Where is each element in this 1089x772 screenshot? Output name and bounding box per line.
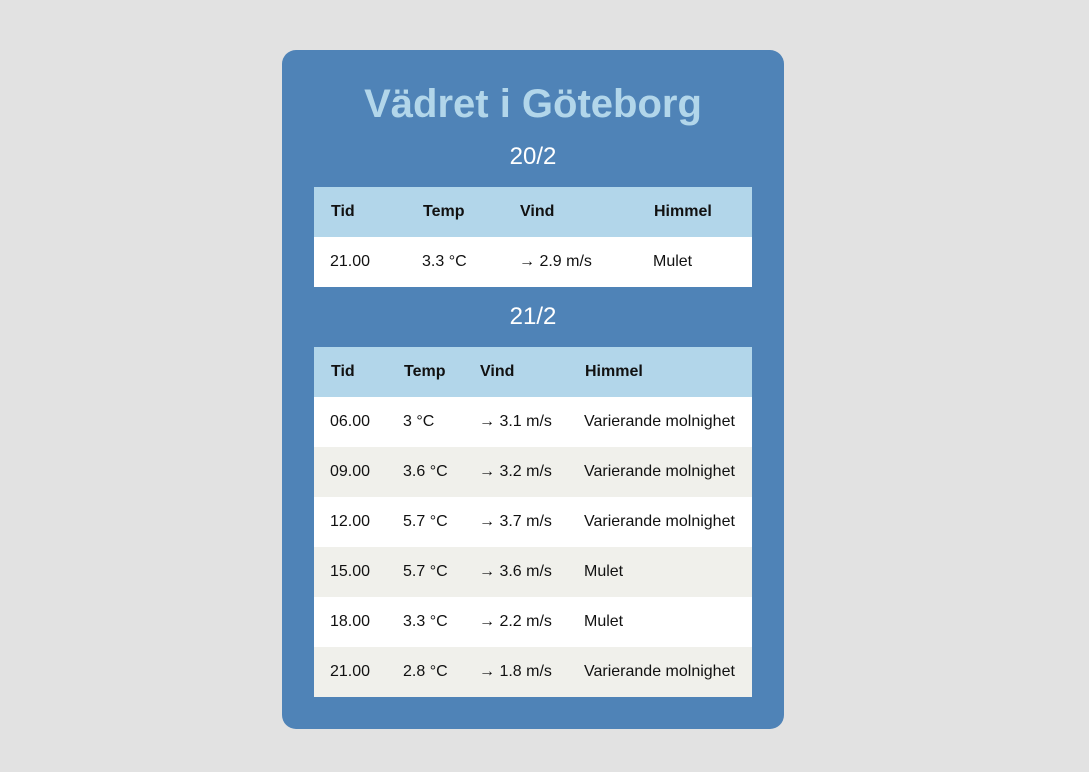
cell-time: 21.00: [314, 647, 387, 697]
forecast-table-20-2: Tid Temp Vind Himmel 21.00 3.3 °C → 2.9 …: [314, 187, 752, 287]
cell-temp: 2.8 °C: [387, 647, 463, 697]
forecast-table-21-2: Tid Temp Vind Himmel 06.00 3 °C → 3.1 m/…: [314, 347, 752, 697]
day-heading-20-2: 20/2: [509, 143, 557, 170]
cell-wind: → 3.6 m/s: [463, 547, 568, 597]
table-row: 06.00 3 °C → 3.1 m/s Varierande molnighe…: [314, 397, 752, 447]
cell-sky: Varierande molnighet: [568, 397, 752, 447]
cell-wind: → 2.2 m/s: [463, 597, 568, 647]
cell-sky: Mulet: [568, 597, 752, 647]
table-header-row: Tid Temp Vind Himmel: [314, 347, 752, 397]
cell-sky: Mulet: [637, 237, 752, 287]
table-row: 12.00 5.7 °C → 3.7 m/s Varierande molnig…: [314, 497, 752, 547]
page-title: Vädret i Göteborg: [364, 82, 702, 126]
cell-wind: → 1.8 m/s: [463, 647, 568, 697]
column-header-time: Tid: [314, 347, 387, 397]
column-header-wind: Vind: [503, 187, 637, 237]
cell-temp: 5.7 °C: [387, 497, 463, 547]
column-header-time: Tid: [314, 187, 406, 237]
table-row: 21.00 2.8 °C → 1.8 m/s Varierande molnig…: [314, 647, 752, 697]
table-row: 15.00 5.7 °C → 3.6 m/s Mulet: [314, 547, 752, 597]
cell-wind: → 3.7 m/s: [463, 497, 568, 547]
cell-sky: Varierande molnighet: [568, 497, 752, 547]
cell-sky: Varierande molnighet: [568, 447, 752, 497]
cell-time: 21.00: [314, 237, 406, 287]
weather-card: Vädret i Göteborg 20/2 Tid Temp Vind Him…: [282, 50, 784, 729]
cell-sky: Mulet: [568, 547, 752, 597]
cell-time: 12.00: [314, 497, 387, 547]
column-header-sky: Himmel: [637, 187, 752, 237]
table-header-row: Tid Temp Vind Himmel: [314, 187, 752, 237]
table-row: 09.00 3.6 °C → 3.2 m/s Varierande molnig…: [314, 447, 752, 497]
cell-temp: 3.3 °C: [406, 237, 503, 287]
cell-wind: → 3.2 m/s: [463, 447, 568, 497]
column-header-temp: Temp: [406, 187, 503, 237]
column-header-wind: Vind: [463, 347, 568, 397]
cell-time: 09.00: [314, 447, 387, 497]
cell-temp: 3.6 °C: [387, 447, 463, 497]
day-heading-21-2: 21/2: [509, 303, 557, 330]
cell-temp: 3 °C: [387, 397, 463, 447]
cell-time: 06.00: [314, 397, 387, 447]
cell-temp: 3.3 °C: [387, 597, 463, 647]
cell-sky: Varierande molnighet: [568, 647, 752, 697]
cell-time: 18.00: [314, 597, 387, 647]
cell-temp: 5.7 °C: [387, 547, 463, 597]
column-header-sky: Himmel: [568, 347, 752, 397]
table-row: 21.00 3.3 °C → 2.9 m/s Mulet: [314, 237, 752, 287]
cell-wind: → 3.1 m/s: [463, 397, 568, 447]
table-row: 18.00 3.3 °C → 2.2 m/s Mulet: [314, 597, 752, 647]
column-header-temp: Temp: [387, 347, 463, 397]
cell-time: 15.00: [314, 547, 387, 597]
cell-wind: → 2.9 m/s: [503, 237, 637, 287]
